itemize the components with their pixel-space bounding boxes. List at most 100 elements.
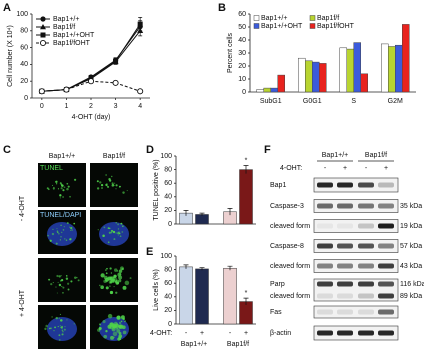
y-tick-label: 20	[164, 207, 172, 214]
tunel-stain	[60, 224, 62, 227]
tunel-stain	[126, 190, 128, 192]
row-label: Bap1	[270, 182, 286, 189]
tunel-stain	[62, 292, 64, 294]
tunel-stain	[105, 174, 107, 176]
x-tick-label: +	[200, 330, 204, 337]
row-label: cleaved form	[270, 263, 310, 270]
tunel-stain	[70, 226, 73, 230]
error-bar	[227, 208, 233, 216]
band	[358, 243, 374, 249]
tunel-stain	[117, 234, 119, 236]
treatment-sign: +	[343, 165, 347, 172]
tunel-stain	[111, 327, 116, 332]
bar	[346, 48, 354, 93]
tunel-stain	[105, 277, 109, 282]
tunel-stain	[124, 280, 130, 286]
marker	[113, 58, 119, 64]
legend-label: Bap1+/+	[261, 15, 287, 22]
row-label: Caspase-8	[270, 243, 304, 250]
treatment-sign: -	[365, 165, 368, 172]
bar	[339, 47, 347, 93]
tunel-stain	[104, 269, 107, 271]
tunel-stain	[106, 267, 108, 270]
bar	[395, 44, 403, 93]
tunel-stain	[54, 326, 56, 329]
band	[337, 223, 353, 229]
tunel-stain	[105, 272, 108, 275]
tunel-stain	[119, 333, 121, 335]
legend-marker	[40, 32, 46, 38]
tunel-stain	[120, 315, 125, 320]
tunel-stain	[112, 277, 115, 279]
row-label: β-actin	[270, 330, 291, 337]
tunel-stain	[61, 329, 64, 332]
y-tick-label: 0	[24, 95, 28, 102]
row-label: cleaved form	[270, 223, 310, 230]
group-header: Bap1+/+	[322, 152, 348, 159]
tunel-stain	[118, 279, 122, 283]
tunel-stain	[122, 225, 124, 227]
tunel-stain	[56, 292, 58, 294]
tunel-stain	[60, 187, 63, 190]
band	[317, 309, 333, 315]
tunel-stain	[119, 235, 122, 238]
marker	[137, 21, 143, 27]
y-tick-label: 50	[238, 24, 246, 31]
tunel-stain	[66, 182, 69, 185]
tunel-stain	[52, 187, 55, 190]
band	[358, 309, 374, 315]
y-tick-label: 20	[20, 78, 28, 85]
y-tick-label: 20	[238, 63, 246, 70]
band	[378, 330, 394, 336]
nucleus-stain	[47, 317, 77, 341]
tunel-stain	[112, 331, 118, 337]
tunel-stain	[96, 180, 99, 183]
tunel-stain	[100, 273, 105, 278]
panel-label: C	[3, 144, 11, 156]
tunel-stain	[109, 267, 112, 270]
y-tick-label: 60	[164, 280, 172, 287]
tunel-stain	[63, 226, 65, 228]
y-tick-label: 30	[238, 50, 246, 57]
error-bar	[199, 267, 205, 271]
band	[337, 203, 353, 209]
nucleus-stain	[47, 222, 77, 246]
y-tick-label: 0	[242, 89, 246, 96]
panel-label: A	[3, 2, 11, 14]
tunel-stain	[59, 194, 62, 197]
tunel-stain	[56, 274, 59, 278]
tunel-stain	[61, 333, 64, 336]
band	[378, 223, 394, 229]
tunel-stain	[109, 179, 112, 182]
legend-swatch	[253, 23, 260, 29]
tunel-stain	[110, 231, 113, 234]
tunel-stain	[65, 239, 68, 241]
y-axis-label: Cell number (X 10⁴)	[7, 25, 14, 87]
tunel-stain	[44, 327, 47, 331]
tunel-stain	[64, 326, 66, 328]
annotation: *	[245, 290, 248, 297]
tunel-stain	[55, 242, 58, 245]
tunel-stain	[66, 187, 69, 191]
tunel-stain	[73, 222, 76, 225]
tunel-stain	[113, 277, 118, 282]
legend-label: Bap1f/f	[53, 24, 75, 31]
y-tick-label: 80	[164, 166, 172, 173]
y-tick-label: 40	[20, 61, 28, 68]
tunel-stain	[50, 283, 53, 286]
band	[358, 223, 374, 229]
tunel-stain	[62, 189, 65, 192]
blot-frame	[313, 259, 399, 273]
size-marker: 57 kDa	[400, 243, 422, 250]
band	[317, 182, 333, 188]
bar	[223, 267, 237, 325]
band	[317, 281, 333, 287]
tunel-stain	[67, 288, 70, 291]
y-tick-label: 10	[238, 76, 246, 83]
tunel-stain	[76, 276, 78, 279]
tunel-stain	[62, 229, 65, 231]
tunel-stain	[105, 286, 109, 290]
band	[317, 293, 333, 299]
tunel-stain	[117, 232, 119, 235]
tunel-stain	[60, 326, 62, 328]
